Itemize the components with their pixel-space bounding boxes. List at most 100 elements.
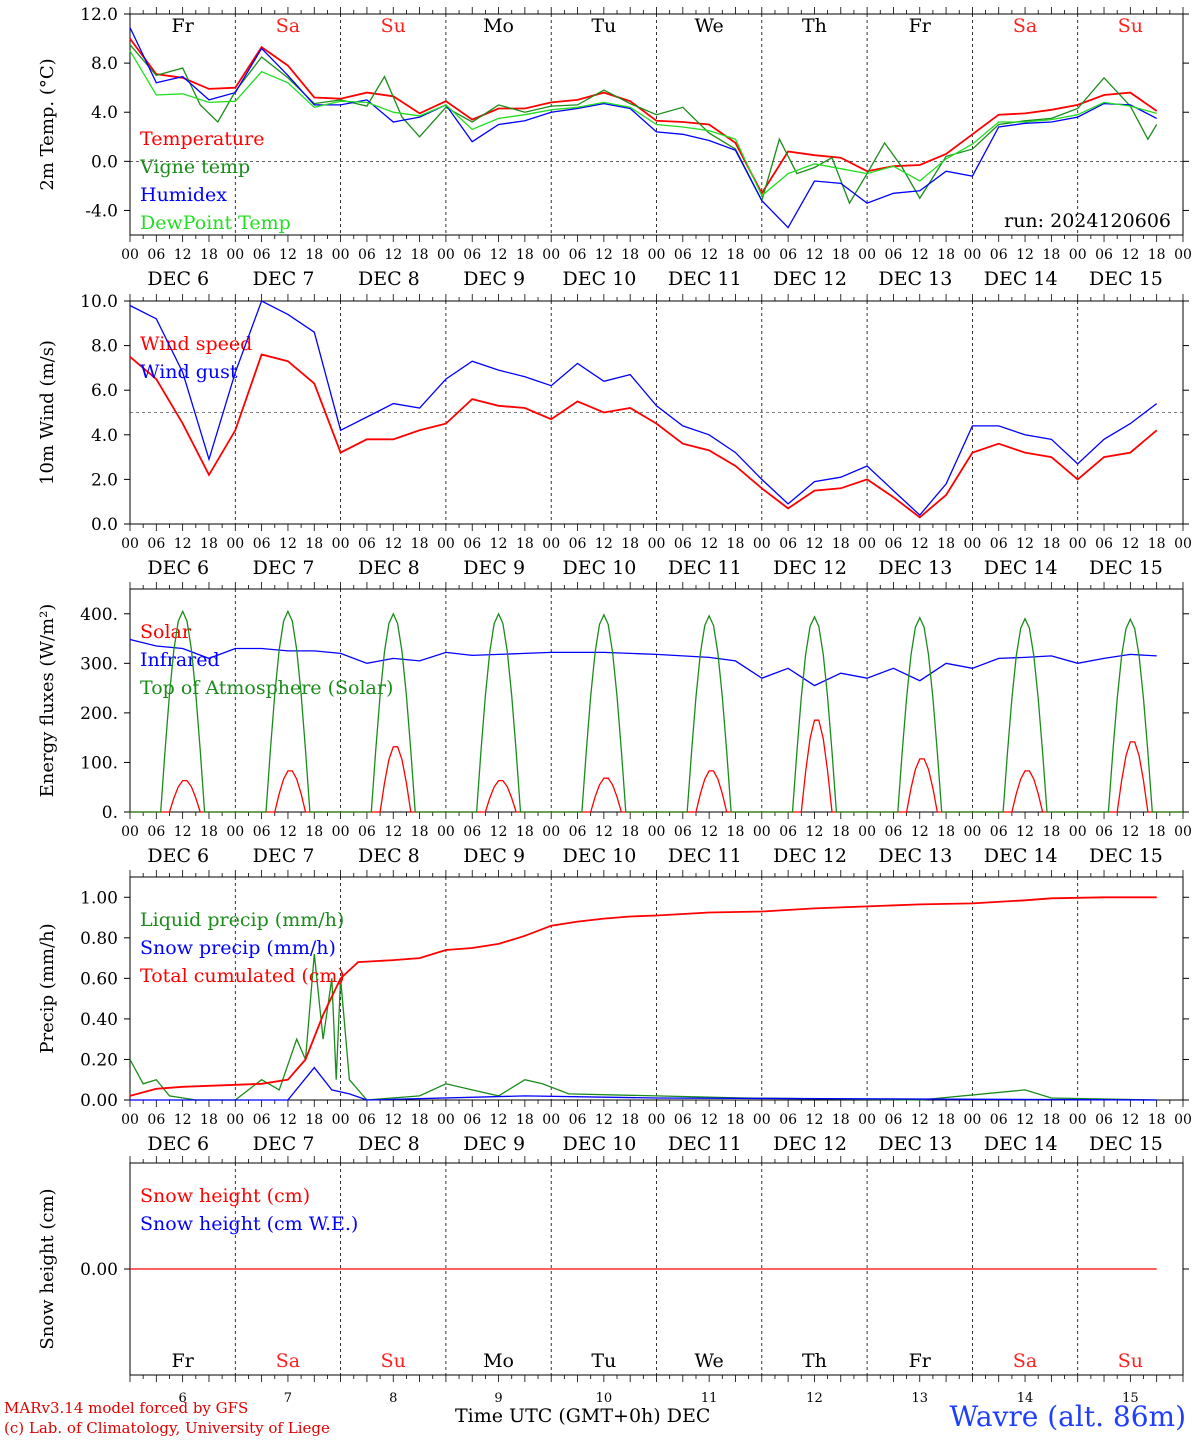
hour-label: 18 (411, 247, 429, 263)
legend-entry: Humidex (140, 184, 227, 206)
hour-label: 12 (490, 247, 508, 263)
date-label: DEC 15 (1089, 1133, 1163, 1155)
hour-label: 00 (332, 247, 350, 263)
y-tick-label: 0.00 (80, 1260, 118, 1280)
hour-label: 18 (305, 247, 323, 263)
date-label: DEC 10 (563, 268, 637, 290)
hour-label: 12 (911, 247, 929, 263)
hour-label: 06 (990, 1112, 1008, 1128)
hour-label: 18 (621, 536, 639, 552)
panel-frame (129, 588, 1184, 813)
hour-label: 12 (700, 536, 718, 552)
hour-label: 12 (1121, 536, 1139, 552)
hour-label: 06 (1095, 247, 1113, 263)
hour-label: 18 (200, 1112, 218, 1128)
day-number-label: 8 (389, 1391, 397, 1406)
hour-label: 00 (437, 536, 455, 552)
hour-label: 18 (411, 824, 429, 840)
hour-label: 00 (648, 536, 666, 552)
hour-label: 06 (253, 824, 271, 840)
hour-label: 00 (1174, 824, 1192, 840)
hour-label: 00 (226, 536, 244, 552)
hour-label: 06 (990, 536, 1008, 552)
y-tick-label: 2.0 (91, 470, 118, 490)
hour-label: 18 (305, 824, 323, 840)
date-label: DEC 9 (463, 845, 525, 867)
date-label: DEC 9 (463, 557, 525, 579)
x-axis-title-text: Time UTC (GMT+0h) (455, 1405, 661, 1427)
series-line (129, 50, 1157, 197)
hour-label: 00 (542, 247, 560, 263)
hour-label: 00 (437, 247, 455, 263)
day-number-label: 11 (701, 1391, 718, 1406)
series-line (129, 44, 1158, 205)
date-label: DEC 7 (253, 557, 315, 579)
hour-label: 12 (490, 1112, 508, 1128)
day-number-label: 6 (179, 1391, 187, 1406)
hour-label: 12 (174, 247, 192, 263)
date-label: DEC 7 (253, 845, 315, 867)
legend-entry: Top of Atmosphere (Solar) (140, 677, 393, 699)
y-tick-label: 400. (80, 605, 118, 625)
hour-label: 06 (674, 247, 692, 263)
hour-label: 00 (753, 247, 771, 263)
hour-label: 00 (963, 247, 981, 263)
hour-label: 00 (121, 1112, 139, 1128)
x-axis-month: DEC (666, 1405, 711, 1427)
weekday-label: We (695, 15, 724, 37)
hour-label: 00 (1174, 536, 1192, 552)
date-label: DEC 11 (668, 268, 742, 290)
station-label: Wavre (alt. 86m) (949, 1400, 1186, 1433)
date-label: DEC 10 (563, 1133, 637, 1155)
hour-label: 12 (806, 1112, 824, 1128)
hour-label: 12 (279, 536, 297, 552)
hour-label: 18 (1042, 536, 1060, 552)
date-label: DEC 6 (147, 845, 209, 867)
date-label: DEC 9 (463, 268, 525, 290)
hour-label: 12 (174, 824, 192, 840)
hour-label: 06 (1095, 824, 1113, 840)
hour-label: 18 (937, 247, 955, 263)
hour-label: 18 (621, 824, 639, 840)
hour-label: 00 (542, 536, 560, 552)
hour-label: 12 (174, 536, 192, 552)
series-line (130, 1066, 1157, 1101)
y-tick-label: 0.60 (80, 969, 118, 989)
date-label: DEC 14 (984, 268, 1058, 290)
hour-label: 06 (358, 247, 376, 263)
date-label: DEC 12 (773, 557, 847, 579)
hour-label: 18 (1148, 536, 1166, 552)
hour-label: 18 (1042, 824, 1060, 840)
hour-label: 06 (358, 536, 376, 552)
day-number-label: 9 (494, 1391, 502, 1406)
hour-label: 06 (990, 247, 1008, 263)
hour-label: 06 (674, 824, 692, 840)
hour-label: 00 (648, 247, 666, 263)
date-label: DEC 8 (358, 845, 420, 867)
hour-label: 00 (332, 1112, 350, 1128)
hour-label: 06 (885, 536, 903, 552)
series-line (129, 27, 1157, 229)
hour-label: 18 (621, 1112, 639, 1128)
hour-label: 18 (832, 1112, 850, 1128)
y-tick-label: 0. (102, 803, 118, 823)
hour-label: 00 (1069, 536, 1087, 552)
hour-label: 18 (200, 247, 218, 263)
hour-label: 12 (1121, 824, 1139, 840)
series-line (129, 300, 1158, 517)
hour-label: 18 (937, 1112, 955, 1128)
hour-label: 00 (858, 247, 876, 263)
hour-label: 06 (885, 824, 903, 840)
hour-label: 12 (174, 1112, 192, 1128)
hour-label: 12 (911, 1112, 929, 1128)
date-label: DEC 6 (147, 268, 209, 290)
hour-label: 00 (437, 824, 455, 840)
hour-label: 00 (332, 536, 350, 552)
hour-label: 12 (384, 1112, 402, 1128)
date-label: DEC 7 (253, 268, 315, 290)
weekday-label: Sa (1013, 1350, 1037, 1372)
hour-label: 00 (858, 1112, 876, 1128)
date-label: DEC 15 (1089, 845, 1163, 867)
hour-label: 06 (147, 824, 165, 840)
y-tick-label: 0.20 (80, 1050, 118, 1070)
